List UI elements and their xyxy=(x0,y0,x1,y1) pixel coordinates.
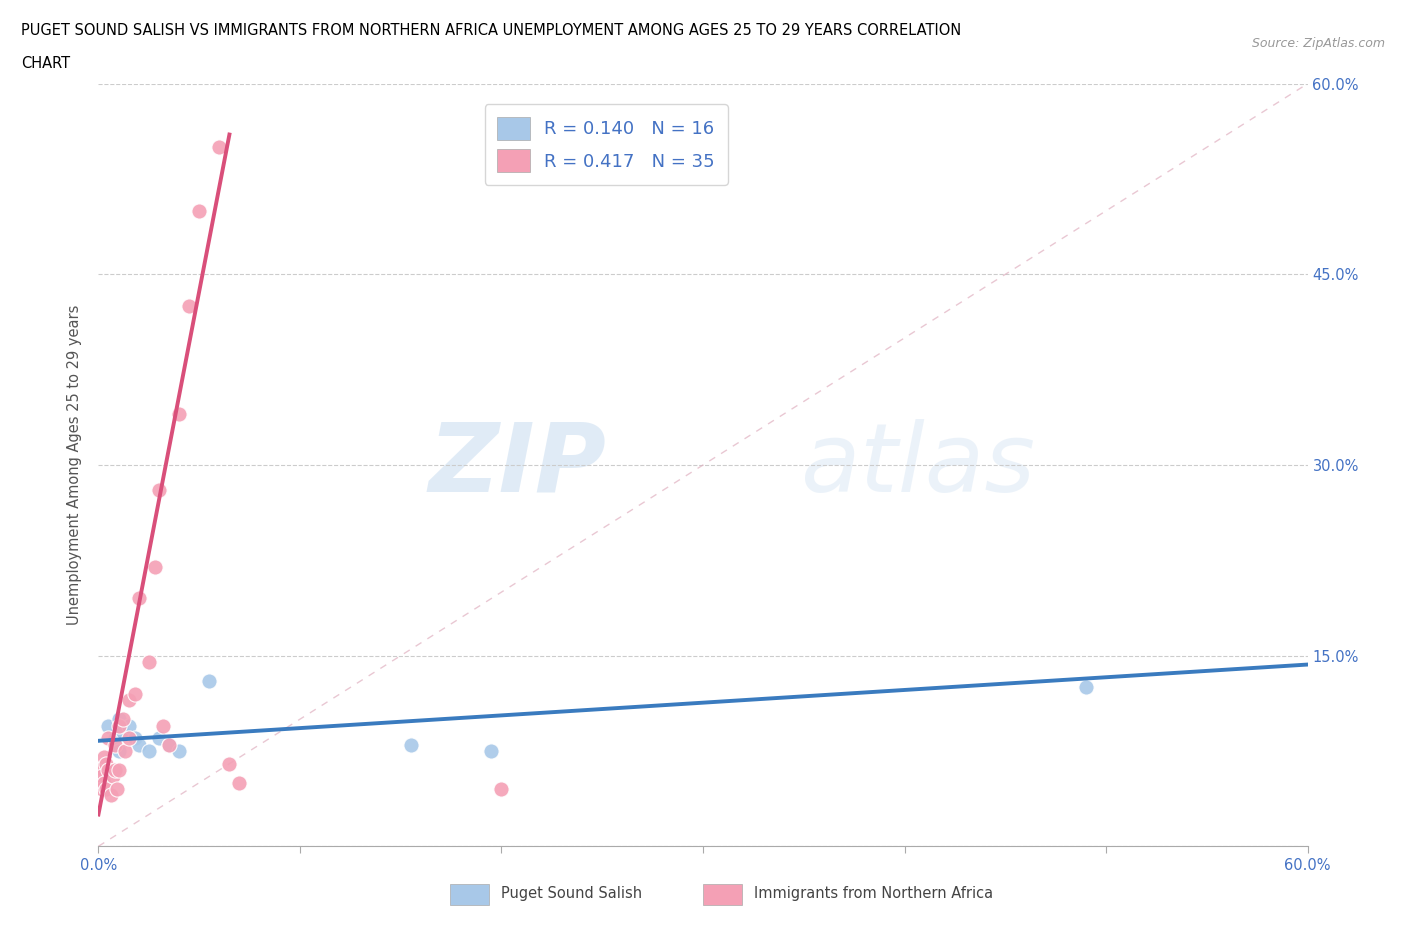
Point xyxy=(101,769,124,784)
Point xyxy=(167,744,190,759)
Point xyxy=(97,763,120,777)
Text: CHART: CHART xyxy=(21,56,70,71)
Point xyxy=(143,559,166,574)
Point xyxy=(481,744,503,759)
Point xyxy=(157,737,180,752)
Point xyxy=(208,140,231,154)
Text: Puget Sound Salish: Puget Sound Salish xyxy=(501,886,641,901)
Legend: R = 0.140   N = 16, R = 0.417   N = 35: R = 0.140 N = 16, R = 0.417 N = 35 xyxy=(485,104,728,185)
Point xyxy=(107,718,129,733)
Point xyxy=(91,769,114,784)
Text: PUGET SOUND SALISH VS IMMIGRANTS FROM NORTHERN AFRICA UNEMPLOYMENT AMONG AGES 25: PUGET SOUND SALISH VS IMMIGRANTS FROM NO… xyxy=(21,23,962,38)
Point xyxy=(138,744,160,759)
Text: Source: ZipAtlas.com: Source: ZipAtlas.com xyxy=(1251,37,1385,50)
Point xyxy=(491,781,513,796)
Point xyxy=(167,406,190,421)
Point xyxy=(138,655,160,670)
Point xyxy=(118,718,141,733)
Point xyxy=(91,781,114,796)
Point xyxy=(128,591,150,606)
Point xyxy=(124,686,146,701)
Point xyxy=(93,750,115,764)
Point xyxy=(103,731,125,746)
Text: atlas: atlas xyxy=(800,418,1035,512)
Point xyxy=(107,711,129,726)
Point xyxy=(103,737,125,752)
Point xyxy=(114,744,136,759)
Point xyxy=(118,731,141,746)
Point xyxy=(157,737,180,752)
Point xyxy=(218,756,240,771)
Point xyxy=(128,737,150,752)
Y-axis label: Unemployment Among Ages 25 to 29 years: Unemployment Among Ages 25 to 29 years xyxy=(67,305,83,625)
Point xyxy=(1074,680,1097,695)
Point xyxy=(111,711,134,726)
Point xyxy=(96,781,118,796)
Text: Immigrants from Northern Africa: Immigrants from Northern Africa xyxy=(754,886,993,901)
Point xyxy=(118,693,141,708)
Point xyxy=(198,673,221,688)
Point xyxy=(179,299,201,313)
Point xyxy=(399,737,422,752)
Point xyxy=(107,763,129,777)
Point xyxy=(228,776,250,790)
Point xyxy=(93,776,115,790)
Text: ZIP: ZIP xyxy=(429,418,606,512)
Point xyxy=(124,731,146,746)
Point xyxy=(148,731,170,746)
Point xyxy=(152,718,174,733)
Point xyxy=(96,756,118,771)
Point xyxy=(97,718,120,733)
Point xyxy=(111,724,134,739)
Point xyxy=(105,781,128,796)
Point xyxy=(87,763,110,777)
Point xyxy=(107,744,129,759)
Point xyxy=(148,483,170,498)
Point xyxy=(103,763,125,777)
Point xyxy=(100,788,122,803)
Point xyxy=(97,731,120,746)
Point xyxy=(89,776,111,790)
Point xyxy=(188,204,211,219)
